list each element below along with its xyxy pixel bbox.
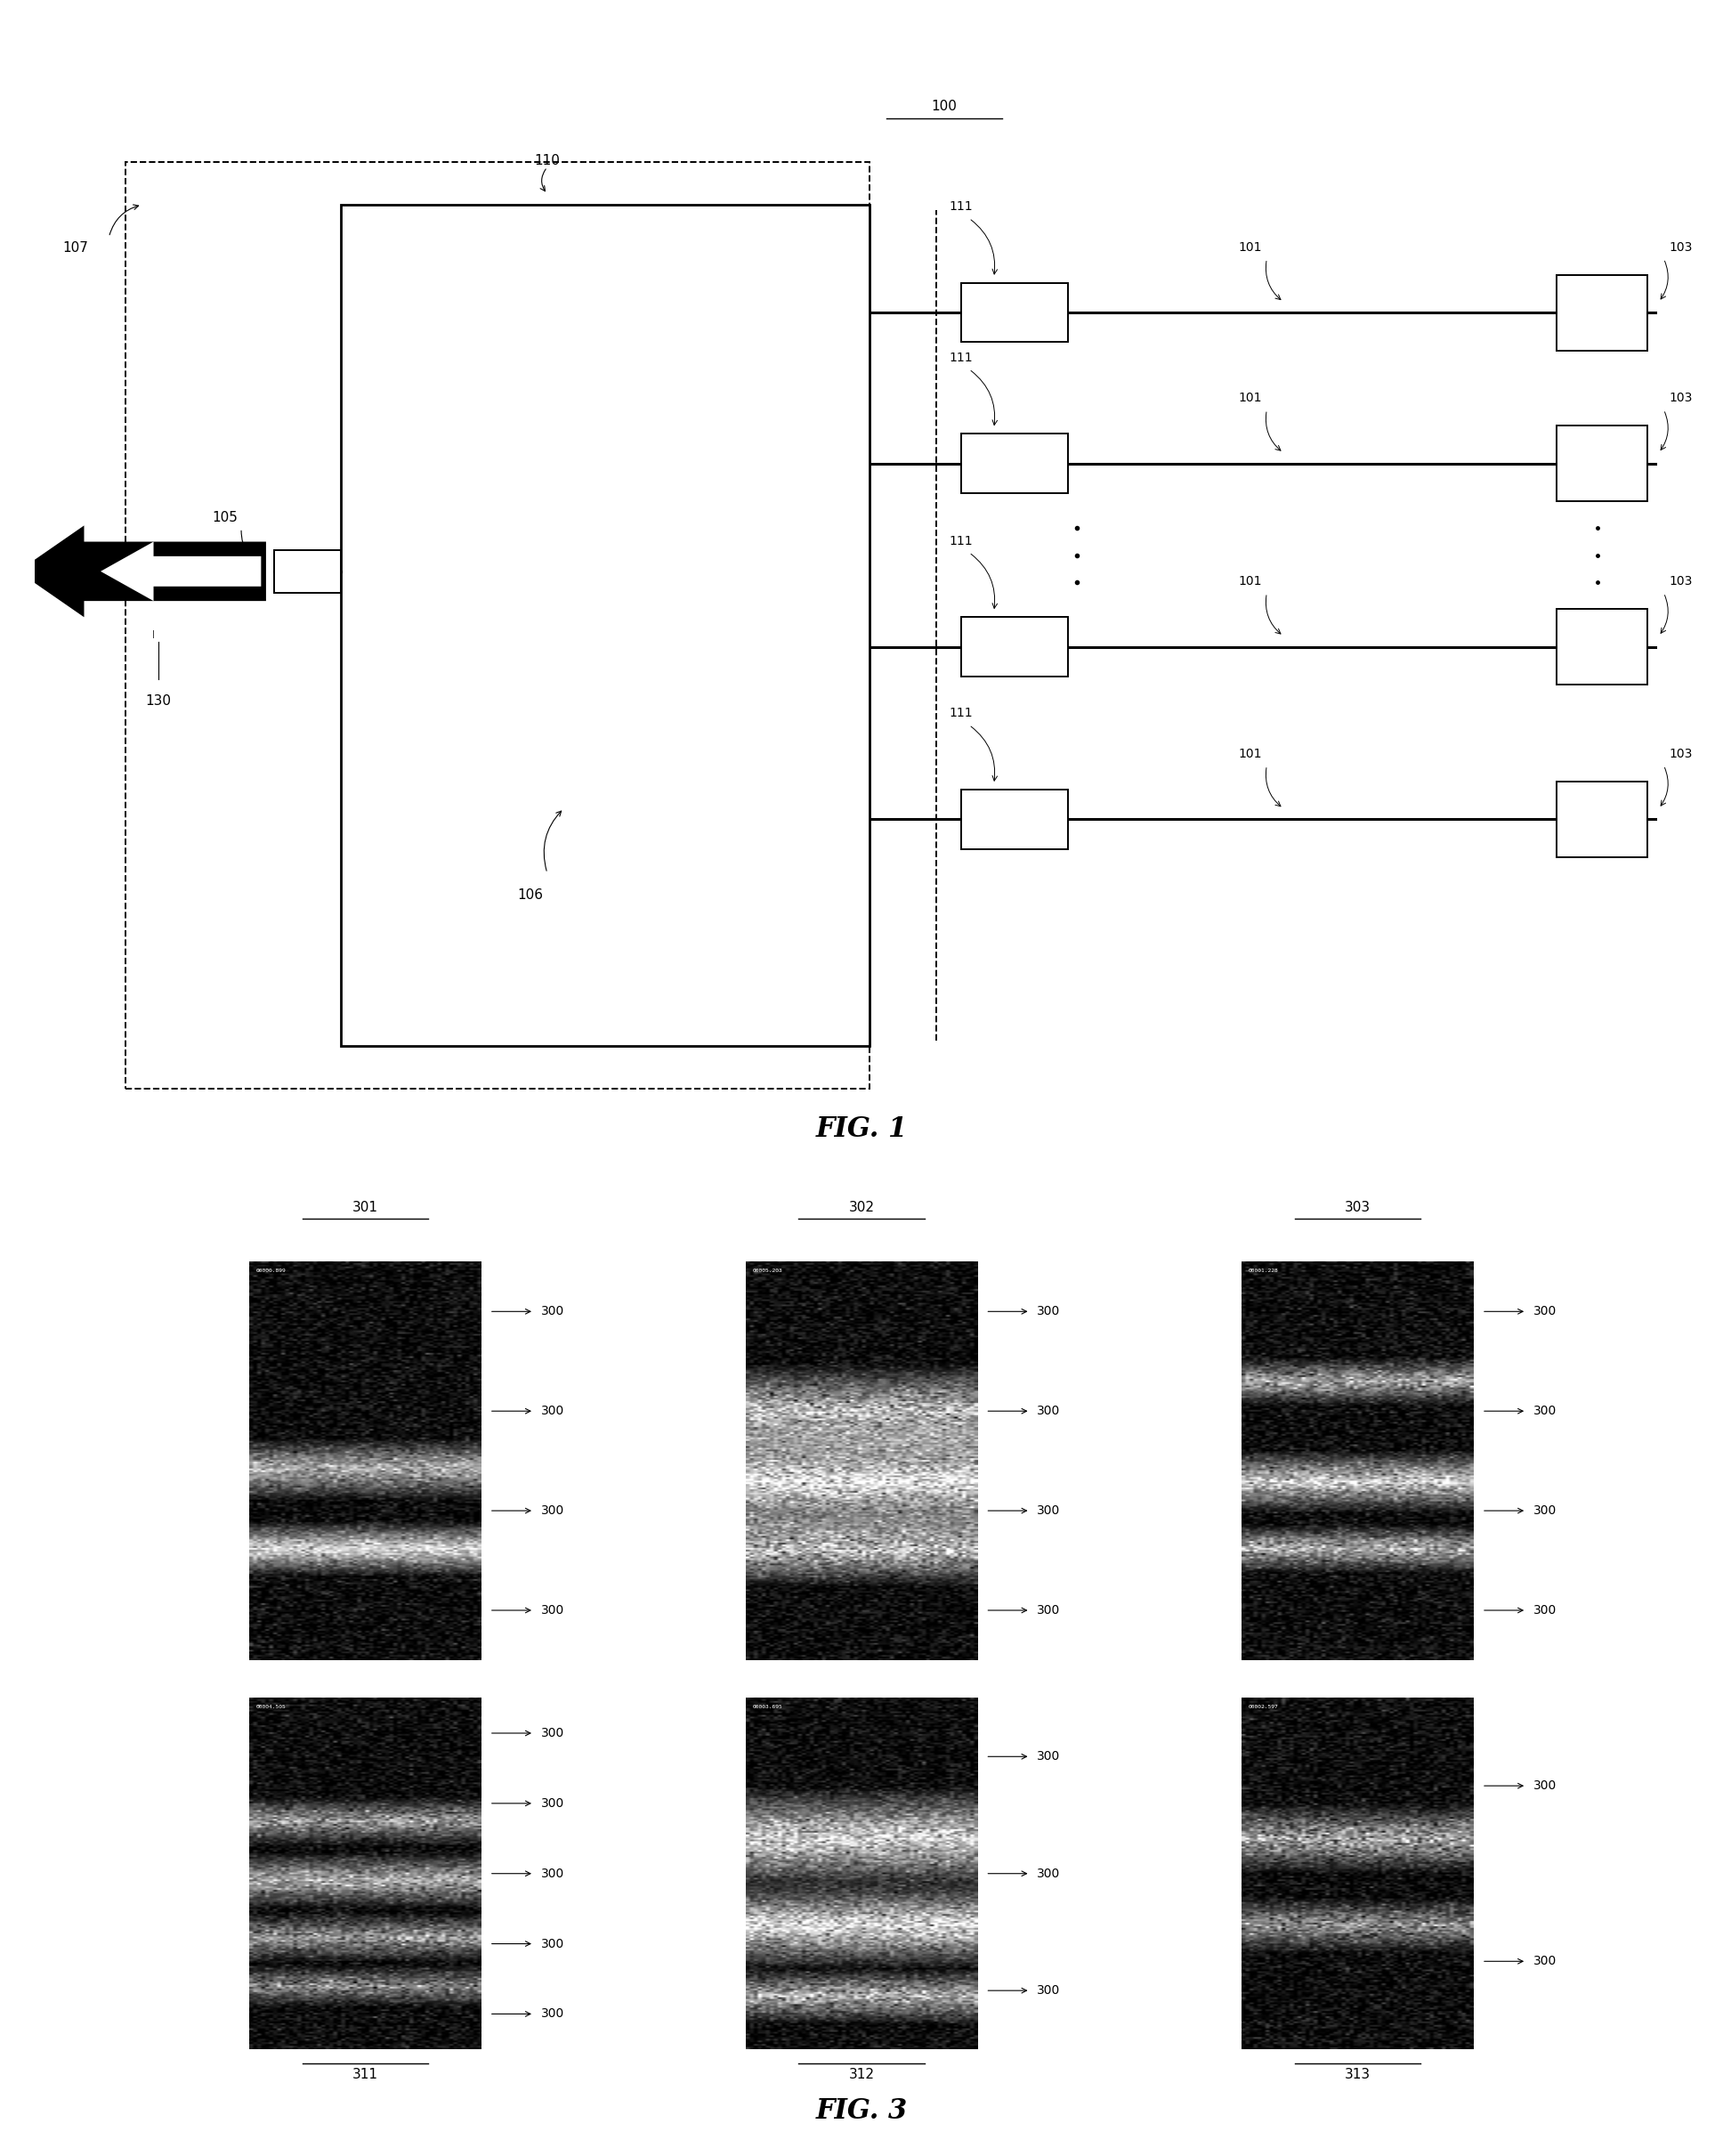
Text: 300: 300 <box>1533 1406 1556 1416</box>
Bar <box>341 205 870 1046</box>
Text: 300: 300 <box>541 1604 563 1617</box>
Text: 300: 300 <box>1533 1955 1556 1968</box>
Text: 300: 300 <box>541 1406 563 1416</box>
Bar <box>1556 608 1647 686</box>
Bar <box>1556 274 1647 349</box>
Text: 00003.695: 00003.695 <box>753 1705 782 1710</box>
Bar <box>126 162 870 1089</box>
FancyArrow shape <box>17 526 265 617</box>
Text: 106: 106 <box>519 888 543 901</box>
Text: 111: 111 <box>949 707 972 720</box>
Text: FIG. 1: FIG. 1 <box>815 1115 908 1143</box>
Text: 300: 300 <box>1533 1604 1556 1617</box>
Text: 00001.228: 00001.228 <box>1249 1268 1278 1272</box>
Bar <box>1556 427 1647 502</box>
Text: 300: 300 <box>1037 1406 1060 1416</box>
Text: 300: 300 <box>541 1505 563 1518</box>
Text: 101: 101 <box>1239 576 1261 586</box>
Text: FIG. 3: FIG. 3 <box>815 2098 908 2126</box>
Text: 107: 107 <box>64 241 88 254</box>
Text: 103: 103 <box>1668 748 1692 761</box>
Text: 300: 300 <box>541 1867 563 1880</box>
Text: 103: 103 <box>1668 241 1692 254</box>
Text: 101: 101 <box>1239 392 1261 405</box>
Text: 105: 105 <box>212 511 238 524</box>
Text: 103: 103 <box>1668 576 1692 586</box>
Text: 110: 110 <box>534 153 560 168</box>
Text: 300: 300 <box>1037 1867 1060 1880</box>
Text: 00002.597: 00002.597 <box>1249 1705 1278 1710</box>
Bar <box>961 617 1068 677</box>
Bar <box>961 789 1068 849</box>
Text: 300: 300 <box>541 1938 563 1949</box>
Text: 312: 312 <box>849 2068 874 2081</box>
Text: 302: 302 <box>849 1201 874 1214</box>
Text: 300: 300 <box>1037 1505 1060 1518</box>
Text: 303: 303 <box>1344 1201 1372 1214</box>
Text: 313: 313 <box>1344 2068 1372 2081</box>
Bar <box>961 433 1068 494</box>
Text: 300: 300 <box>1037 1751 1060 1764</box>
Text: 300: 300 <box>1533 1304 1556 1317</box>
Text: 300: 300 <box>1037 1304 1060 1317</box>
Bar <box>961 282 1068 343</box>
Text: 300: 300 <box>541 1798 563 1809</box>
Text: 00000.899: 00000.899 <box>257 1268 286 1272</box>
Text: 103: 103 <box>1668 392 1692 405</box>
Text: 111: 111 <box>949 351 972 364</box>
Text: 00004.505: 00004.505 <box>257 1705 286 1710</box>
Text: 101: 101 <box>1239 748 1261 761</box>
FancyArrow shape <box>100 541 262 602</box>
Text: 130: 130 <box>146 694 171 707</box>
Text: 300: 300 <box>541 1304 563 1317</box>
Text: 300: 300 <box>541 2007 563 2020</box>
Text: 311: 311 <box>353 2068 377 2081</box>
Text: 300: 300 <box>1037 1604 1060 1617</box>
Text: 300: 300 <box>1037 1984 1060 1996</box>
Bar <box>1556 783 1647 856</box>
Text: 300: 300 <box>1533 1505 1556 1518</box>
Text: 300: 300 <box>541 1727 563 1740</box>
Text: 300: 300 <box>1533 1779 1556 1792</box>
Text: 301: 301 <box>353 1201 377 1214</box>
Text: 111: 111 <box>949 535 972 548</box>
Text: |: | <box>152 630 155 638</box>
Text: 00005.203: 00005.203 <box>753 1268 782 1272</box>
Text: 111: 111 <box>949 201 972 213</box>
Text: 100: 100 <box>932 99 956 112</box>
Bar <box>274 550 341 593</box>
Text: 101: 101 <box>1239 241 1261 254</box>
